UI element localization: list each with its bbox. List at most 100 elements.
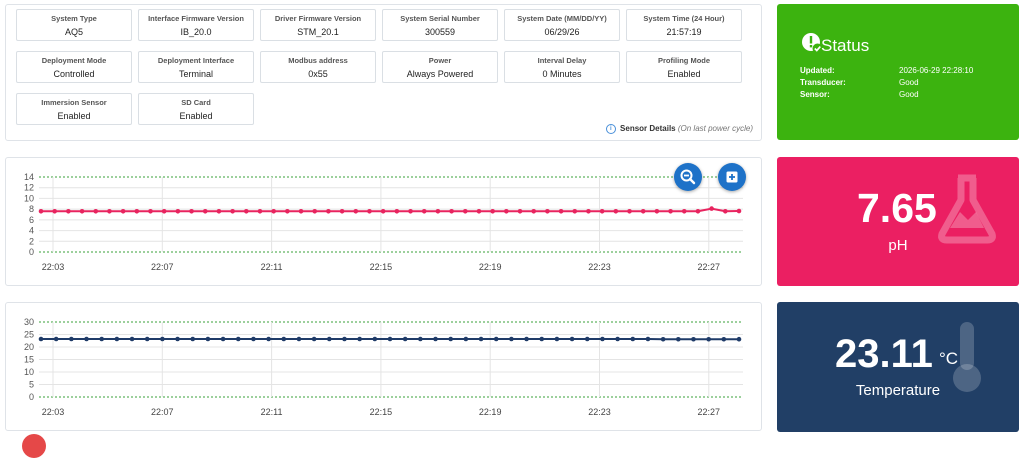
data-point <box>586 209 591 214</box>
info-field-label: Interval Delay <box>505 56 619 65</box>
transducer-label: Transducer: <box>800 78 846 87</box>
info-field: System Time (24 Hour)21:57:19 <box>626 9 742 41</box>
data-point <box>615 337 620 342</box>
info-field-label: Deployment Interface <box>139 56 253 65</box>
data-point <box>121 209 126 214</box>
data-point <box>69 337 74 342</box>
info-field-label: System Time (24 Hour) <box>627 14 741 23</box>
data-point <box>449 209 454 214</box>
info-field-value: Enabled <box>17 111 131 122</box>
info-field-value: Enabled <box>139 111 253 122</box>
info-field-label: SD Card <box>139 98 253 107</box>
data-point <box>572 209 577 214</box>
data-point <box>518 209 523 214</box>
data-point <box>175 337 180 342</box>
y-tick-label: 10 <box>24 193 34 203</box>
data-point <box>696 209 701 214</box>
data-point <box>353 209 358 214</box>
info-field-label: Immersion Sensor <box>17 98 131 107</box>
data-point <box>600 337 605 342</box>
sensor-details[interactable]: i Sensor Details (On last power cycle) <box>606 124 753 134</box>
info-field-label: Modbus address <box>261 56 375 65</box>
y-tick-label: 6 <box>29 215 34 225</box>
data-point <box>448 337 453 342</box>
y-tick-label: 14 <box>24 172 34 182</box>
status-title: Status <box>821 36 869 56</box>
data-point <box>148 209 153 214</box>
add-button[interactable] <box>718 163 746 191</box>
data-point <box>66 209 71 214</box>
sensor-value: Good <box>899 90 919 99</box>
data-point <box>600 209 605 214</box>
data-point <box>39 209 44 214</box>
data-point <box>682 209 687 214</box>
data-point <box>281 337 286 342</box>
data-point <box>107 209 112 214</box>
x-tick-label: 22:23 <box>588 262 611 272</box>
data-point <box>190 337 195 342</box>
zoom-out-button[interactable] <box>674 163 702 191</box>
data-point <box>709 206 714 211</box>
data-point <box>490 209 495 214</box>
info-field-value: Always Powered <box>383 69 497 80</box>
info-field-label: System Type <box>17 14 131 23</box>
x-tick-label: 22:19 <box>479 407 502 417</box>
data-point <box>84 337 89 342</box>
temperature-label: Temperature <box>777 382 1019 399</box>
sensor-label: Sensor: <box>800 90 830 99</box>
data-point <box>236 337 241 342</box>
data-point <box>646 337 651 342</box>
alert-button[interactable] <box>22 434 46 458</box>
data-point <box>723 209 728 214</box>
data-point <box>297 337 302 342</box>
y-tick-label: 2 <box>29 236 34 246</box>
data-point <box>676 337 681 342</box>
info-field-label: Driver Firmware Version <box>261 14 375 23</box>
updated-value: 2026-06-29 22:28:10 <box>899 66 973 75</box>
data-point <box>691 337 696 342</box>
data-point <box>162 209 167 214</box>
data-point <box>641 209 646 214</box>
sensor-details-note: (On last power cycle) <box>678 124 753 133</box>
data-point <box>189 209 194 214</box>
x-tick-label: 22:07 <box>151 407 174 417</box>
data-point <box>115 337 120 342</box>
data-point <box>244 209 249 214</box>
x-tick-label: 22:15 <box>370 407 393 417</box>
data-point <box>80 209 85 214</box>
info-field-value: 06/29/26 <box>505 27 619 38</box>
x-tick-label: 22:15 <box>370 262 393 272</box>
x-tick-label: 22:11 <box>261 407 283 417</box>
data-point <box>99 337 104 342</box>
data-point <box>661 337 666 342</box>
info-field: Immersion Sensor Enabled <box>16 93 132 125</box>
data-point <box>614 209 619 214</box>
data-point <box>463 209 468 214</box>
y-tick-label: 12 <box>24 183 34 193</box>
data-point <box>299 209 304 214</box>
data-point <box>395 209 400 214</box>
data-point <box>367 209 372 214</box>
data-point <box>312 209 317 214</box>
data-point <box>258 209 263 214</box>
info-field: Driver Firmware Version STM_20.1 <box>260 9 376 41</box>
info-field-value: STM_20.1 <box>261 27 375 38</box>
info-field-value: Controlled <box>17 69 131 80</box>
data-point <box>388 337 393 342</box>
x-tick-label: 22:07 <box>151 262 174 272</box>
data-point <box>706 337 711 342</box>
transducer-value: Good <box>899 78 919 87</box>
temperature-unit: °C <box>939 349 958 369</box>
data-point <box>737 209 742 214</box>
data-point <box>436 209 441 214</box>
data-point <box>54 337 59 342</box>
